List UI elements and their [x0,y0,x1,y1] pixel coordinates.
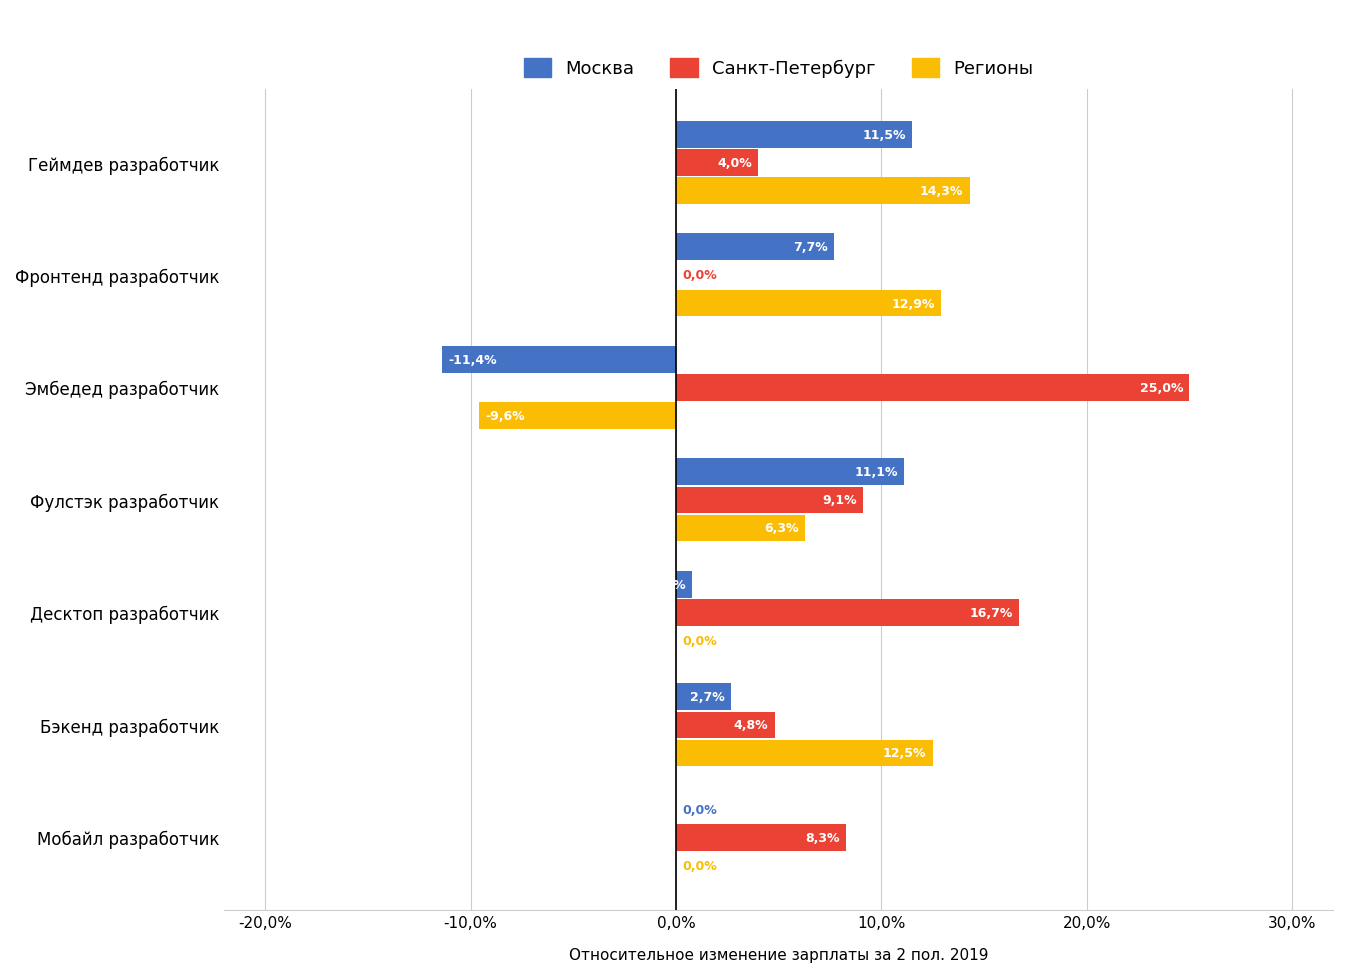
Bar [675,234,834,261]
Text: 0,0%: 0,0% [682,803,717,816]
Bar [675,374,1189,402]
Text: 6,3%: 6,3% [764,522,799,535]
Bar [675,572,693,598]
Bar [675,712,775,739]
Bar [675,740,933,767]
Bar [675,825,847,851]
Bar [675,122,913,149]
Legend: Москва, Санкт-Петербург, Регионы: Москва, Санкт-Петербург, Регионы [515,50,1042,87]
Text: 2,7%: 2,7% [690,691,725,703]
Bar [442,347,675,373]
Text: 25,0%: 25,0% [1139,381,1184,395]
Text: 8,3%: 8,3% [806,831,840,844]
Text: -9,6%: -9,6% [485,409,524,423]
Bar [675,487,863,514]
Bar [675,149,758,177]
Bar [675,684,732,710]
Text: 12,9%: 12,9% [891,297,934,310]
Text: 0,0%: 0,0% [682,859,717,872]
Text: 16,7%: 16,7% [969,607,1012,619]
Text: 4,0%: 4,0% [717,156,752,170]
Text: 12,5%: 12,5% [883,746,926,760]
Text: 0,8%: 0,8% [651,578,686,591]
X-axis label: Относительное изменение зарплаты за 2 пол. 2019: Относительное изменение зарплаты за 2 по… [569,947,988,962]
Text: 11,5%: 11,5% [863,129,906,142]
Bar [675,290,941,318]
Text: -11,4%: -11,4% [448,354,496,366]
Bar [675,178,969,204]
Bar [675,459,905,486]
Bar [675,515,805,542]
Text: 7,7%: 7,7% [793,241,828,254]
Text: 11,1%: 11,1% [855,466,898,479]
Text: 9,1%: 9,1% [822,493,856,507]
Text: 14,3%: 14,3% [921,185,964,197]
Bar [675,600,1019,626]
Text: 0,0%: 0,0% [682,269,717,282]
Text: 0,0%: 0,0% [682,634,717,648]
Bar [479,403,675,430]
Text: 4,8%: 4,8% [733,719,768,732]
